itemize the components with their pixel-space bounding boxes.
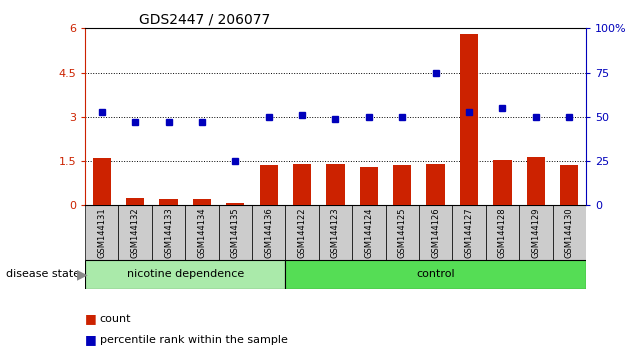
Bar [126, 198, 144, 205]
Bar [493, 160, 512, 205]
FancyBboxPatch shape [386, 205, 419, 260]
FancyBboxPatch shape [486, 205, 519, 260]
Text: GSM144126: GSM144126 [431, 207, 440, 258]
Bar [93, 158, 111, 205]
Text: GSM144122: GSM144122 [297, 207, 307, 258]
Bar [560, 166, 578, 205]
Text: GSM144135: GSM144135 [231, 207, 240, 258]
Text: GSM144123: GSM144123 [331, 207, 340, 258]
Text: GSM144130: GSM144130 [564, 207, 574, 258]
FancyBboxPatch shape [185, 205, 219, 260]
Text: disease state: disease state [6, 269, 81, 279]
FancyBboxPatch shape [553, 205, 586, 260]
FancyBboxPatch shape [285, 260, 586, 289]
Text: ■: ■ [85, 312, 97, 325]
Text: GSM144124: GSM144124 [364, 207, 374, 258]
FancyBboxPatch shape [285, 205, 319, 260]
Text: GSM144128: GSM144128 [498, 207, 507, 258]
Bar [293, 164, 311, 205]
Text: nicotine dependence: nicotine dependence [127, 269, 244, 279]
FancyBboxPatch shape [419, 205, 452, 260]
Bar [360, 167, 378, 205]
FancyBboxPatch shape [85, 260, 285, 289]
Bar [159, 199, 178, 205]
FancyBboxPatch shape [319, 205, 352, 260]
Bar [527, 156, 545, 205]
Bar [393, 165, 411, 205]
FancyBboxPatch shape [519, 205, 553, 260]
Bar [460, 34, 478, 205]
FancyBboxPatch shape [152, 205, 185, 260]
FancyBboxPatch shape [352, 205, 386, 260]
Bar [427, 164, 445, 205]
FancyBboxPatch shape [85, 205, 118, 260]
Text: GSM144131: GSM144131 [97, 207, 106, 258]
Text: GSM144129: GSM144129 [531, 207, 541, 258]
Text: ■: ■ [85, 333, 97, 346]
FancyBboxPatch shape [219, 205, 252, 260]
Text: control: control [416, 269, 455, 279]
Bar [326, 164, 345, 205]
Bar [260, 166, 278, 205]
Text: ▶: ▶ [77, 267, 88, 281]
FancyBboxPatch shape [252, 205, 285, 260]
Text: GSM144132: GSM144132 [130, 207, 140, 258]
FancyBboxPatch shape [452, 205, 486, 260]
Text: GSM144133: GSM144133 [164, 207, 173, 258]
Text: percentile rank within the sample: percentile rank within the sample [100, 335, 287, 345]
Bar [226, 202, 244, 205]
Text: GSM144136: GSM144136 [264, 207, 273, 258]
FancyBboxPatch shape [118, 205, 152, 260]
Bar [193, 199, 211, 205]
Text: GDS2447 / 206077: GDS2447 / 206077 [139, 12, 270, 27]
Text: count: count [100, 314, 131, 324]
Text: GSM144134: GSM144134 [197, 207, 207, 258]
Text: GSM144125: GSM144125 [398, 207, 407, 258]
Text: GSM144127: GSM144127 [464, 207, 474, 258]
